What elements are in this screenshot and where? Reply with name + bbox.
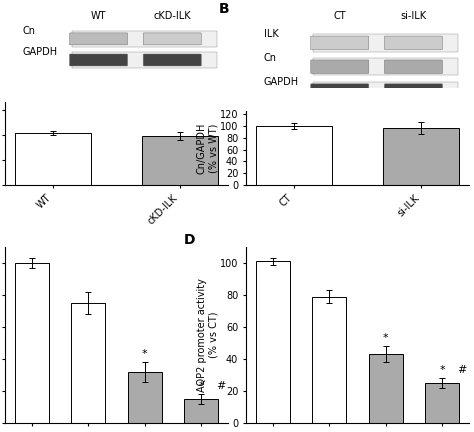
Bar [312,297,346,423]
Bar [313,58,458,76]
Text: GAPDH: GAPDH [264,77,299,87]
Text: #: # [216,381,226,391]
Text: #: # [457,365,466,375]
Bar [72,31,217,47]
Bar [128,372,162,423]
Bar [15,263,49,423]
FancyBboxPatch shape [384,84,442,97]
Bar [383,128,459,185]
Text: *: * [198,381,204,391]
Text: D: D [183,233,195,247]
Text: cKD-ILK: cKD-ILK [154,11,191,21]
Bar [425,383,459,423]
Bar [72,52,217,68]
FancyBboxPatch shape [384,60,442,73]
FancyBboxPatch shape [310,84,369,97]
FancyBboxPatch shape [310,36,369,50]
Text: WT: WT [91,11,106,21]
Bar [369,354,403,423]
Text: Cn: Cn [264,53,277,63]
Text: Cn: Cn [23,26,36,36]
Bar [142,136,218,185]
FancyBboxPatch shape [384,36,442,50]
Text: *: * [142,349,147,359]
Text: B: B [219,2,230,16]
Bar [313,82,458,99]
Y-axis label: Cn/GAPDH
(% vs WT): Cn/GAPDH (% vs WT) [197,123,219,174]
Bar [256,126,332,185]
Bar [256,261,290,423]
FancyBboxPatch shape [143,54,201,66]
Text: CT: CT [333,11,346,21]
Bar [15,133,91,185]
Text: *: * [383,333,389,343]
FancyBboxPatch shape [143,33,201,45]
FancyBboxPatch shape [310,60,369,73]
Text: GAPDH: GAPDH [23,47,58,57]
Y-axis label: AQP2 promoter activity
(% vs CT): AQP2 promoter activity (% vs CT) [197,278,219,392]
FancyBboxPatch shape [70,54,128,66]
Text: *: * [439,365,445,375]
Bar [313,34,458,51]
Bar [71,303,105,423]
Text: ILK: ILK [264,29,279,39]
Bar [184,399,218,423]
Text: si-ILK: si-ILK [401,11,427,21]
FancyBboxPatch shape [70,33,128,45]
